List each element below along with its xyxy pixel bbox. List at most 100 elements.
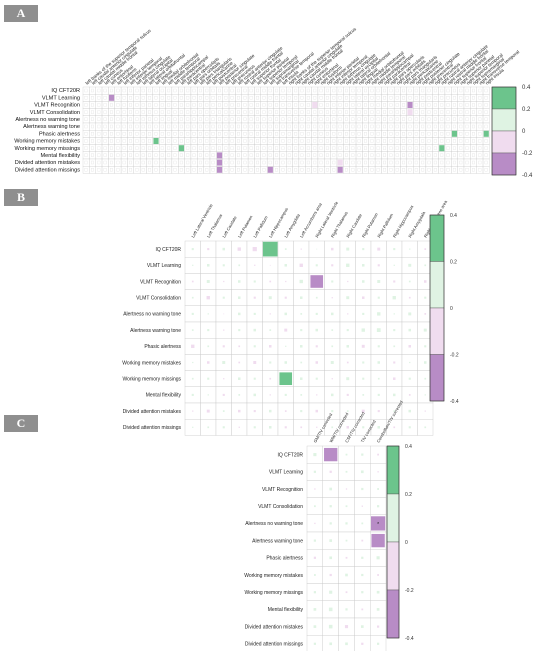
a-cell-mark <box>268 153 272 157</box>
a-cell-mark <box>91 124 94 129</box>
a-cell-mark <box>414 160 418 165</box>
a-cell-mark <box>237 124 240 129</box>
a-cell-mark <box>294 124 298 129</box>
b-value-square <box>192 426 194 428</box>
b-row-label: Divided attention missings <box>123 425 182 431</box>
b-value-square <box>315 377 318 380</box>
a-cell-mark <box>427 160 431 165</box>
a-cell-mark <box>122 88 126 93</box>
b-row-label: Divided attention mistakes <box>123 409 182 415</box>
b-row-label: Phasic alertness <box>144 344 181 350</box>
a-cell-mark <box>433 117 437 121</box>
b-col-label: Left Pallidum <box>252 215 269 239</box>
b-value-square <box>408 409 412 413</box>
b-value-square <box>362 361 365 364</box>
b-value-square <box>361 264 365 267</box>
a-cell-mark <box>389 96 393 100</box>
a-cell-mark <box>332 117 336 121</box>
a-cell-mark <box>287 160 291 165</box>
b-value-square <box>222 426 225 429</box>
a-cell-mark <box>116 160 120 165</box>
b-value-square <box>222 296 225 299</box>
b-value-square <box>377 377 380 380</box>
a-cell-mark <box>478 117 482 121</box>
a-cell-mark <box>351 117 355 121</box>
a-cell-mark <box>198 103 202 107</box>
a-cell-mark <box>395 110 399 114</box>
a-cell-mark <box>237 146 240 150</box>
a-cell-mark <box>414 168 418 172</box>
a-cell-mark <box>192 117 196 121</box>
b-legend-frame <box>429 214 445 402</box>
a-cell-mark <box>319 96 323 100</box>
a-cell-mark <box>135 103 139 107</box>
a-cell-mark <box>179 153 183 157</box>
c-value-square <box>329 642 333 646</box>
a-cell-mark <box>459 110 463 114</box>
a-cell-mark <box>262 132 266 136</box>
a-cell-mark <box>471 139 475 143</box>
a-cell-mark <box>84 160 88 165</box>
a-cell-mark <box>192 96 196 100</box>
a-highlight-cell <box>153 138 159 144</box>
a-cell-mark <box>224 160 228 165</box>
b-value-square <box>408 328 412 332</box>
a-cell-mark <box>364 139 367 143</box>
a-cell-mark <box>332 139 336 143</box>
a-cell-mark <box>344 96 348 100</box>
a-legend-band <box>491 86 517 110</box>
b-value-square <box>330 393 334 397</box>
c-value-square <box>313 556 317 559</box>
a-cell-mark <box>84 110 88 114</box>
b-value-square <box>253 296 256 299</box>
a-row-label: VLMT Consolidation <box>30 110 80 116</box>
a-cell-mark <box>281 117 285 121</box>
a-cell-mark <box>186 168 190 172</box>
a-cell-mark <box>179 124 183 129</box>
a-cell-mark <box>364 103 367 107</box>
a-cell-mark <box>338 124 342 129</box>
a-cell-mark <box>376 96 380 100</box>
a-cell-mark <box>446 146 450 150</box>
a-cell-mark <box>256 132 259 136</box>
b-value-square <box>285 280 287 283</box>
c-value-square <box>329 556 333 560</box>
a-cell-mark <box>446 153 450 157</box>
a-cell-mark <box>376 117 380 121</box>
a-cell-mark <box>281 146 285 150</box>
a-cell-mark <box>173 88 177 93</box>
a-cell-mark <box>459 124 463 129</box>
a-cell-mark <box>129 103 132 107</box>
a-cell-mark <box>440 96 444 100</box>
a-cell-mark <box>91 110 94 114</box>
a-cell-mark <box>395 139 399 143</box>
a-cell-mark <box>433 110 437 114</box>
c-value-square <box>345 556 348 559</box>
a-cell-mark <box>294 117 298 121</box>
a-cell-mark <box>91 139 94 143</box>
b-value-square <box>316 394 318 396</box>
a-cell-mark <box>325 146 329 150</box>
a-cell-mark <box>471 168 475 172</box>
a-cell-mark <box>97 103 101 107</box>
a-cell-mark <box>338 117 342 121</box>
a-cell-mark <box>167 103 171 107</box>
b-value-square <box>222 264 225 267</box>
a-cell-mark <box>173 132 177 136</box>
a-cell-mark <box>471 153 475 157</box>
b-value-square <box>423 280 427 283</box>
a-cell-mark <box>370 88 374 93</box>
c-value-square <box>328 624 333 629</box>
a-cell-mark <box>211 146 215 150</box>
a-cell-mark <box>275 103 279 107</box>
a-cell-mark <box>383 103 386 107</box>
a-cell-mark <box>433 160 437 165</box>
a-cell-mark <box>287 168 291 172</box>
b-value-square <box>238 394 241 396</box>
a-cell-mark <box>275 124 279 129</box>
b-value-square <box>285 345 287 347</box>
a-cell-mark <box>427 132 431 136</box>
a-cell-mark <box>370 103 374 107</box>
a-highlight-cell <box>451 130 458 137</box>
